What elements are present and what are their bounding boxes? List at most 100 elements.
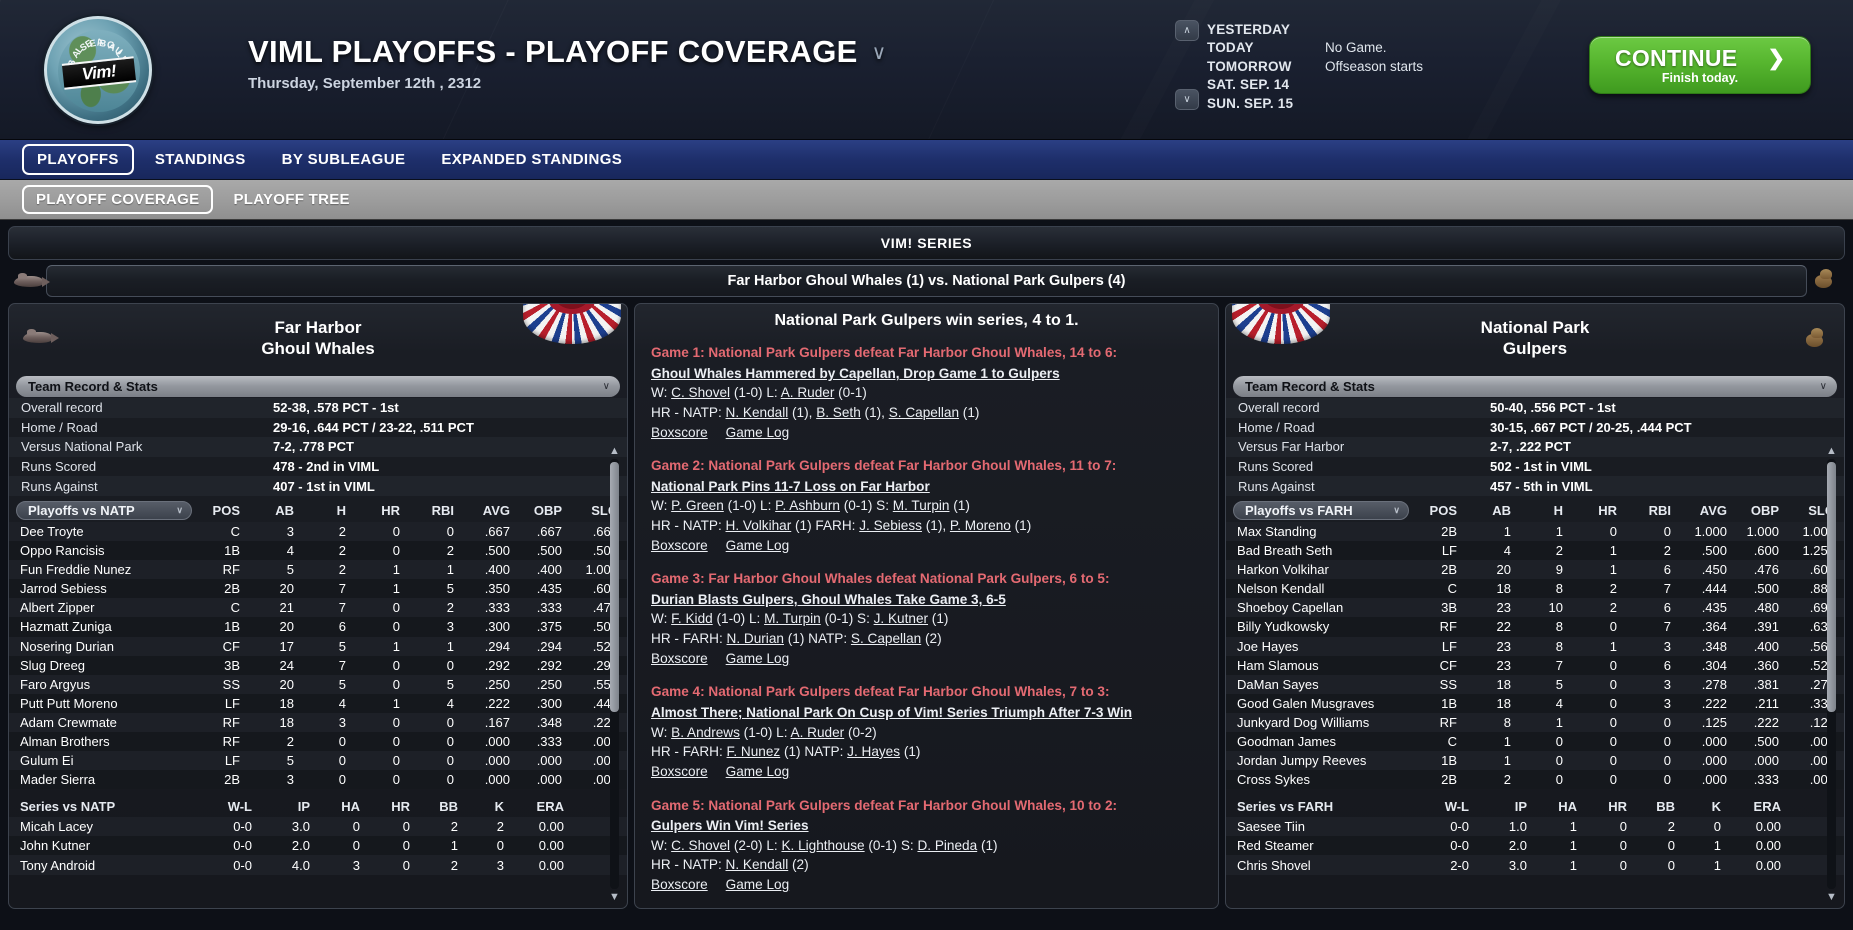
scroll-down-icon[interactable]: ▼ xyxy=(609,891,620,903)
table-row[interactable]: Adam Crewmate RF 18 3 0 0.167.348.222 xyxy=(9,712,627,732)
date-row[interactable]: SUN. SEP. 15 xyxy=(1207,94,1423,113)
table-row[interactable]: Bad Breath Seth LF 4 2 1 2 .500 .600 1.250 xyxy=(1226,541,1844,561)
table-row[interactable]: Jordan Jumpy Reeves 1B 1 0 0 0.000.000.000 xyxy=(1226,751,1844,771)
player-name[interactable]: Billy Yudkowsky xyxy=(1237,619,1330,635)
table-row[interactable]: Jarrod Sebiess 2B 20 7 1 5.350.435.600 xyxy=(9,579,627,599)
table-row[interactable]: Goodman James C 1 0 0 0.000.500.000 xyxy=(1226,732,1844,752)
batting-filter-dropdown[interactable]: Playoffs vs FARH ∨ xyxy=(1233,501,1409,521)
player-name[interactable]: Alman Brothers xyxy=(20,734,110,750)
player-name[interactable]: Goodman James xyxy=(1237,734,1336,750)
gamelog-link[interactable]: Game Log xyxy=(725,424,790,440)
player-link[interactable]: P. Ashburn xyxy=(775,498,840,514)
story-link[interactable]: Almost There; National Park On Cusp of V… xyxy=(651,705,1133,721)
table-row[interactable]: Alman Brothers RF 2 0 0 0.000.333.000 xyxy=(9,732,627,752)
table-row[interactable]: Oppo Rancisis 1B 4 2 0 2.500.500.500 xyxy=(9,541,627,561)
table-row[interactable]: Saesee Tiin 0-0 1.0 1 0 2 0 0.00 xyxy=(1226,817,1844,837)
player-name[interactable]: Slug Dreeg xyxy=(20,657,86,673)
table-row[interactable]: Chris Shovel 2-0 3.0 1 0 0 1 0.00 xyxy=(1226,855,1844,875)
gamelog-link[interactable]: Game Log xyxy=(725,651,790,667)
table-row[interactable]: Putt Putt Moreno LF 18 4 1 4.222.300.444 xyxy=(9,693,627,713)
player-name[interactable]: Chris Shovel xyxy=(1237,857,1311,873)
boxscore-link[interactable]: Boxscore xyxy=(651,537,708,553)
player-link[interactable]: A. Ruder xyxy=(780,385,835,401)
table-row[interactable]: Faro Argyus SS 20 5 0 5.250.250.550 xyxy=(9,674,627,694)
player-name[interactable]: Hazmatt Zuniga xyxy=(20,619,112,635)
table-row[interactable]: Fun Freddie Nunez RF 5 2 1 1 .400 .400 1.000 xyxy=(9,560,627,580)
col-header-era[interactable]: ERA xyxy=(536,798,564,814)
gamelog-link[interactable]: Game Log xyxy=(725,764,790,780)
col-header-ab[interactable]: AB xyxy=(275,503,294,519)
player-link[interactable]: F. Nunez xyxy=(726,743,781,759)
player-link[interactable]: S. Capellan xyxy=(888,404,960,420)
left-team-record-section[interactable]: Team Record & Stats ∨ xyxy=(16,376,620,397)
left-scrollbar[interactable]: ▲ ▼ xyxy=(606,444,623,904)
player-link[interactable]: F. Kidd xyxy=(671,611,713,627)
table-row[interactable]: Ham Slamous CF 23 7 0 6.304.360.522 xyxy=(1226,655,1844,675)
col-header-obp[interactable]: OBP xyxy=(533,503,562,519)
continue-button[interactable]: CONTINUE ❯ Finish today. xyxy=(1589,36,1811,94)
player-name[interactable]: Joe Hayes xyxy=(1237,638,1299,654)
col-header-k[interactable]: K xyxy=(1711,798,1721,814)
batting-filter-dropdown[interactable]: Playoffs vs NATP ∨ xyxy=(16,501,192,521)
table-row[interactable]: Max Standing 2B 1 1 0 0 1.000 1.000 1.000 xyxy=(1226,521,1844,542)
player-name[interactable]: Nelson Kendall xyxy=(1237,581,1325,597)
player-name[interactable]: Red Steamer xyxy=(1237,838,1314,854)
table-row[interactable]: Nelson Kendall C 18 8 2 7.444.500.889 xyxy=(1226,579,1844,599)
nav-tab-expanded-standings[interactable]: EXPANDED STANDINGS xyxy=(441,151,623,168)
scroll-thumb[interactable] xyxy=(1827,462,1836,712)
table-row[interactable]: Billy Yudkowsky RF 22 8 0 7.364.391.636 xyxy=(1226,617,1844,637)
player-name[interactable]: Nosering Durian xyxy=(20,638,114,654)
date-row[interactable]: TOMORROW Offseason starts xyxy=(1207,57,1423,76)
table-row[interactable]: Red Steamer 0-0 2.0 1 0 0 1 0.00 xyxy=(1226,836,1844,856)
table-row[interactable]: Nosering Durian CF 17 5 1 1.294.294.529 xyxy=(9,636,627,656)
table-row[interactable]: Good Galen Musgraves 1B 18 4 0 3.222.211.333 xyxy=(1226,693,1844,713)
nav-tab-by-subleague[interactable]: BY SUBLEAGUE xyxy=(281,151,406,168)
col-header-bb[interactable]: BB xyxy=(439,798,458,814)
col-header-ip[interactable]: IP xyxy=(1514,798,1527,814)
player-link[interactable]: N. Kendall xyxy=(725,404,789,420)
date-row[interactable]: YESTERDAY xyxy=(1207,20,1423,39)
player-link[interactable]: M. Turpin xyxy=(764,611,821,627)
scroll-up-icon[interactable]: ▲ xyxy=(609,445,620,457)
scroll-thumb[interactable] xyxy=(610,462,619,712)
player-link[interactable]: K. Lighthouse xyxy=(781,837,865,853)
col-header-avg[interactable]: AVG xyxy=(482,503,510,519)
boxscore-link[interactable]: Boxscore xyxy=(651,424,708,440)
player-name[interactable]: Putt Putt Moreno xyxy=(20,695,118,711)
right-team-record-section[interactable]: Team Record & Stats ∨ xyxy=(1233,376,1837,397)
player-link[interactable]: P. Green xyxy=(671,498,724,514)
table-row[interactable]: Junkyard Dog Williams RF 8 1 0 0.125.222.125 xyxy=(1226,712,1844,732)
player-name[interactable]: Jarrod Sebiess xyxy=(20,581,107,597)
col-header-hr[interactable]: HR xyxy=(1608,798,1627,814)
player-name[interactable]: Shoeboy Capellan xyxy=(1237,600,1344,616)
col-header-pos[interactable]: POS xyxy=(1429,503,1457,519)
boxscore-link[interactable]: Boxscore xyxy=(651,877,708,893)
boxscore-link[interactable]: Boxscore xyxy=(651,651,708,667)
story-link[interactable]: National Park Pins 11-7 Loss on Far Harb… xyxy=(651,479,930,495)
col-header-obp[interactable]: OBP xyxy=(1750,503,1779,519)
player-name[interactable]: Junkyard Dog Williams xyxy=(1237,714,1370,730)
nav-tab-playoffs[interactable]: PLAYOFFS xyxy=(22,144,134,175)
scroll-up-icon[interactable]: ▲ xyxy=(1826,445,1837,457)
col-header-hr[interactable]: HR xyxy=(381,503,400,519)
story-link[interactable]: Ghoul Whales Hammered by Capellan, Drop … xyxy=(651,365,1060,381)
player-name[interactable]: Bad Breath Seth xyxy=(1237,543,1333,559)
player-link[interactable]: N. Durian xyxy=(726,630,784,646)
table-row[interactable]: Harkon Volkihar 2B 20 9 1 6.450.476.600 xyxy=(1226,560,1844,580)
player-link[interactable]: B. Seth xyxy=(816,404,861,420)
player-link[interactable]: C. Shovel xyxy=(671,385,731,401)
subnav-tab-playoff-tree[interactable]: PLAYOFF TREE xyxy=(233,191,350,208)
table-row[interactable]: Micah Lacey 0-0 3.0 0 0 2 2 0.00 xyxy=(9,817,627,837)
story-link[interactable]: Gulpers Win Vim! Series xyxy=(651,818,809,834)
date-next-button[interactable]: ∨ xyxy=(1175,89,1199,110)
table-row[interactable]: DaMan Sayes SS 18 5 0 3.278.381.278 xyxy=(1226,674,1844,694)
player-link[interactable]: P. Moreno xyxy=(949,517,1011,533)
col-header-ip[interactable]: IP xyxy=(297,798,310,814)
col-header-hr[interactable]: HR xyxy=(391,798,410,814)
right-scrollbar[interactable]: ▲ ▼ xyxy=(1823,444,1840,904)
player-link[interactable]: J. Hayes xyxy=(847,743,901,759)
player-name[interactable]: Micah Lacey xyxy=(20,819,93,835)
table-row[interactable]: Cross Sykes 2B 2 0 0 0.000.333.000 xyxy=(1226,770,1844,790)
player-name[interactable]: Dee Troyte xyxy=(20,524,84,540)
gamelog-link[interactable]: Game Log xyxy=(725,537,790,553)
